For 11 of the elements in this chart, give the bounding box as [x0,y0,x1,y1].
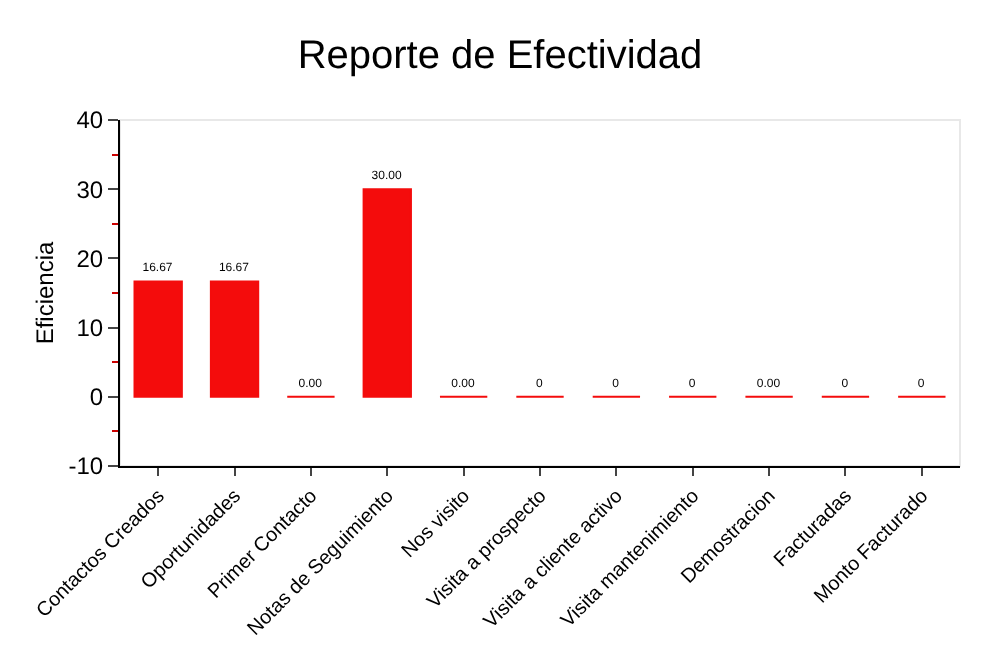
y-axis-title: Eficiencia [31,240,60,345]
y-tick-label: 20 [76,244,104,273]
y-tick-label: 30 [76,175,104,204]
y-tick-label: 10 [76,314,104,342]
y-tick-label: 0 [89,383,104,412]
chart-title: Reporte de Efectividad [297,33,703,78]
bar [133,280,183,398]
y-tick-label: -10 [68,452,104,481]
y-tick-label: 40 [76,106,104,135]
bar [209,280,260,398]
bar [362,188,412,398]
